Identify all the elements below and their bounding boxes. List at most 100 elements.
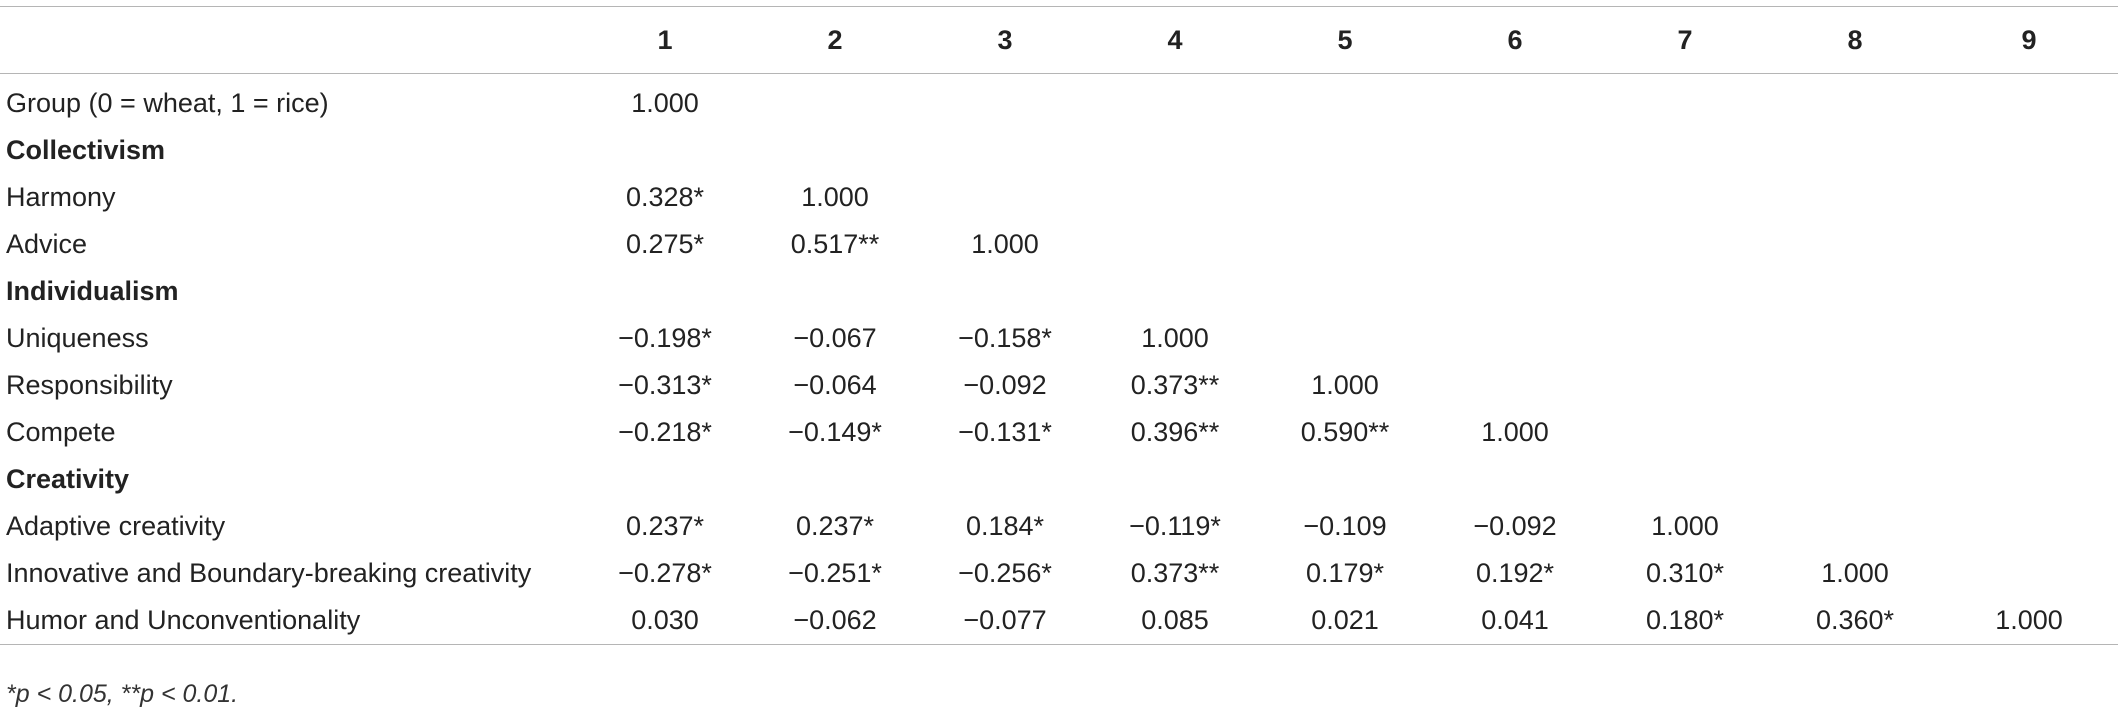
correlation-cell [1430, 456, 1600, 503]
correlation-cell [1770, 456, 1940, 503]
correlation-cell: −0.256* [958, 558, 1052, 588]
header-cell [0, 6, 580, 74]
header-cell: 6 [1430, 6, 1600, 74]
correlation-cell: 0.180* [1600, 597, 1770, 645]
correlation-cell [1430, 174, 1600, 221]
correlation-cell [920, 268, 1090, 315]
header-cell: 4 [1090, 6, 1260, 74]
row-label: Group (0 = wheat, 1 = rice) [6, 88, 329, 118]
correlation-cell: 0.237* [795, 511, 875, 541]
correlation-cell [1430, 268, 1600, 315]
correlation-cell [1940, 174, 2118, 221]
correlation-cell [1940, 127, 2118, 174]
correlation-cell [1090, 127, 1260, 174]
correlation-cell: −0.109 [1303, 511, 1387, 541]
correlation-cell: −0.149* [788, 417, 882, 447]
correlation-cell [1260, 174, 1430, 221]
correlation-cell [1260, 221, 1430, 268]
correlation-cell [1940, 268, 2118, 315]
correlation-cell: −0.313* [618, 370, 712, 400]
correlation-cell [1770, 315, 1940, 362]
table-row: Harmony 0.328* 1.000 [0, 174, 2118, 221]
section-heading: Collectivism [6, 135, 166, 165]
correlation-cell [1090, 74, 1260, 128]
table-row: Adaptive creativity 0.237* 0.237* 0.184* −0.… [0, 503, 2118, 550]
correlation-cell [580, 268, 750, 315]
table-row: Advice 0.275* 0.517** 1.000 [0, 221, 2118, 268]
correlation-cell [1430, 221, 1600, 268]
correlation-cell: −0.092 [1473, 511, 1557, 541]
correlation-cell [1940, 362, 2118, 409]
correlation-cell: −0.218* [618, 417, 712, 447]
correlation-cell: 0.396** [1130, 417, 1220, 447]
correlation-cell [1600, 268, 1770, 315]
correlation-cell [1940, 550, 2118, 597]
correlation-cell [1940, 409, 2118, 456]
correlation-cell [1770, 362, 1940, 409]
table-row: Uniqueness −0.198* −0.067 −0.158* 1.000 [0, 315, 2118, 362]
correlation-cell: −0.062 [750, 597, 920, 645]
correlation-cell: 1.000 [1940, 597, 2118, 645]
correlation-cell: 1.000 [1651, 511, 1719, 541]
correlation-cell: 1.000 [801, 182, 869, 212]
correlation-cell [1770, 503, 1940, 550]
correlation-cell [1940, 74, 2118, 128]
correlation-cell [1090, 268, 1260, 315]
table-body: Group (0 = wheat, 1 = rice) 1.000 Collecti… [0, 74, 2118, 645]
correlation-cell [1600, 362, 1770, 409]
correlation-cell [750, 127, 920, 174]
correlation-cell [1940, 315, 2118, 362]
section-heading: Creativity [6, 464, 130, 494]
correlation-cell: −0.198* [618, 323, 712, 353]
correlation-cell [1260, 315, 1430, 362]
correlation-cell [1430, 74, 1600, 128]
correlation-cell: 0.021 [1260, 597, 1430, 645]
table-row: Compete −0.218* −0.149* −0.131* 0.396** 0.590… [0, 409, 2118, 456]
correlation-cell: 1.000 [631, 88, 699, 118]
correlation-cell [920, 127, 1090, 174]
correlation-cell: 0.030 [580, 597, 750, 645]
header-cell: 2 [750, 6, 920, 74]
correlation-cell: −0.077 [920, 597, 1090, 645]
correlation-cell [1770, 127, 1940, 174]
section-heading: Individualism [6, 276, 179, 306]
table-footnote: *p < 0.05, **p < 0.01. [6, 680, 239, 708]
row-label: Advice [6, 229, 88, 259]
correlation-cell: 0.360* [1770, 597, 1940, 645]
correlation-cell [1260, 127, 1430, 174]
correlation-cell [750, 268, 920, 315]
row-label: Adaptive creativity [6, 511, 226, 541]
correlation-cell [1940, 221, 2118, 268]
correlation-cell: 0.373** [1130, 370, 1220, 400]
correlation-cell [580, 127, 750, 174]
correlation-table: 1 2 3 4 5 6 7 8 9 Group (0 = wheat, 1 = … [0, 6, 2118, 645]
correlation-cell [580, 456, 750, 503]
correlation-cell: −0.158* [958, 323, 1052, 353]
correlation-cell: −0.119* [1129, 511, 1221, 541]
correlation-cell [750, 456, 920, 503]
header-cell: 5 [1260, 6, 1430, 74]
table-header: 1 2 3 4 5 6 7 8 9 [0, 6, 2118, 74]
correlation-cell [1260, 456, 1430, 503]
row-label: Innovative and Boundary-breaking creativ… [6, 558, 532, 588]
correlation-cell: 1.000 [1141, 323, 1209, 353]
correlation-table-container: 1 2 3 4 5 6 7 8 9 Group (0 = wheat, 1 = … [0, 6, 2118, 645]
correlation-cell: 0.184* [965, 511, 1045, 541]
correlation-cell [1260, 268, 1430, 315]
header-cell: 3 [920, 6, 1090, 74]
correlation-cell: −0.064 [793, 370, 877, 400]
row-label: Humor and Unconventionality [0, 597, 580, 645]
table-row: Group (0 = wheat, 1 = rice) 1.000 [0, 74, 2118, 128]
correlation-cell [1600, 221, 1770, 268]
correlation-cell [1770, 268, 1940, 315]
correlation-cell [1600, 127, 1770, 174]
correlation-cell [920, 74, 1090, 128]
correlation-cell: −0.278* [618, 558, 712, 588]
correlation-cell [1430, 315, 1600, 362]
correlation-cell [1940, 503, 2118, 550]
correlation-cell: 0.328* [625, 182, 705, 212]
header-cell: 7 [1600, 6, 1770, 74]
section-row: Individualism [0, 268, 2118, 315]
correlation-cell [920, 456, 1090, 503]
correlation-cell: −0.092 [963, 370, 1047, 400]
